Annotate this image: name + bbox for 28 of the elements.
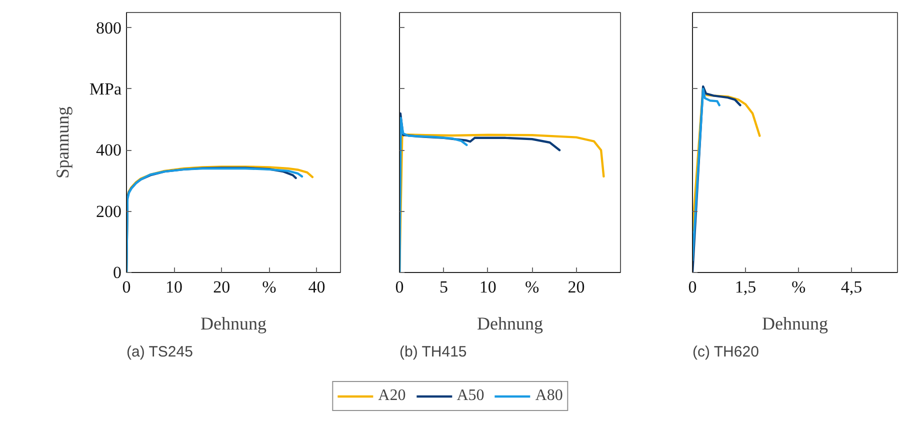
x-tick-label: 40 <box>308 278 326 296</box>
x-tick-label: 4,5 <box>840 278 862 296</box>
text: (b) TH415 <box>400 344 467 360</box>
x-tick-label: 0 <box>688 278 697 296</box>
x-tick-label: 20 <box>568 278 585 296</box>
x-axis-title: Dehnung <box>477 314 544 334</box>
y-tick-label: 800 <box>96 18 122 38</box>
y-tick-label: 400 <box>96 140 122 160</box>
x-tick-label: 0 <box>395 278 404 296</box>
text: (c) TH620 <box>692 344 759 360</box>
x-axis-title: Dehnung <box>762 314 828 334</box>
y-tick-label: MPa <box>89 79 122 98</box>
y-tick-label: 200 <box>96 202 122 221</box>
legend-label: A50 <box>456 387 484 405</box>
x-tick-label: % <box>525 278 540 296</box>
x-tick-label: 20 <box>213 278 230 296</box>
x-axis-title: Dehnung <box>200 314 267 334</box>
x-tick-label: % <box>262 278 276 296</box>
x-tick-label: 10 <box>166 278 183 296</box>
x-tick-label: 1,5 <box>734 278 756 296</box>
x-tick-label: 5 <box>439 278 448 296</box>
x-tick-label: % <box>791 278 806 296</box>
legend-label: A80 <box>535 387 563 405</box>
y-tick-label: 0 <box>113 263 122 282</box>
legend-label: A20 <box>378 387 406 405</box>
y-axis-title: Spannung <box>52 106 72 178</box>
text: (a) TS245 <box>126 344 193 360</box>
x-tick-label: 10 <box>479 278 496 296</box>
